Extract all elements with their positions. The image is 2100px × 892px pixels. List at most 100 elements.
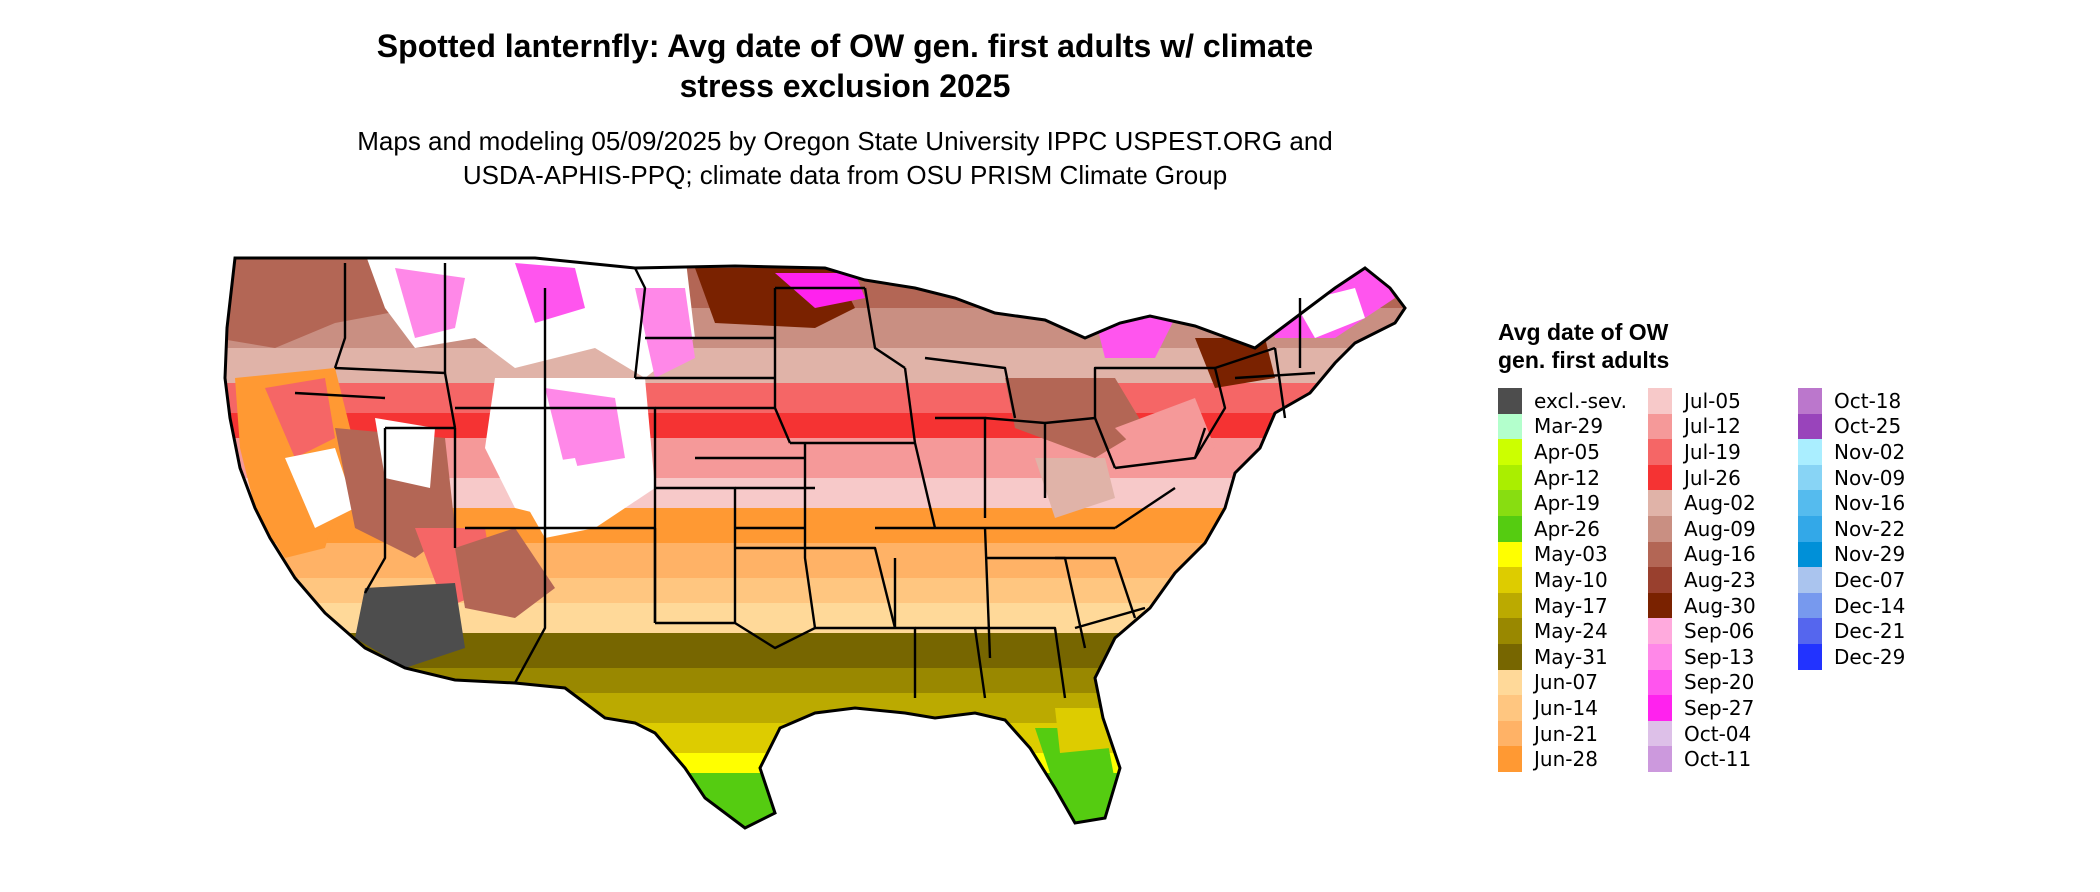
legend-item: Jul-12 [1648, 413, 1798, 440]
map-title-line2: stress exclusion 2025 [679, 68, 1011, 104]
legend-item: Nov-16 [1798, 490, 1948, 516]
legend-item: excl.-sev. [1498, 388, 1648, 414]
legend-item: May-17 [1498, 592, 1648, 619]
legend-swatch [1498, 695, 1522, 721]
legend-swatch [1498, 413, 1522, 440]
legend-item: Jul-05 [1648, 388, 1798, 414]
legend-label: Aug-23 [1684, 567, 1756, 592]
legend-item: Jun-14 [1498, 695, 1648, 721]
legend-label: Aug-30 [1684, 593, 1756, 618]
legend-label: Dec-07 [1834, 567, 1906, 592]
legend-item: Jun-28 [1498, 746, 1648, 772]
legend-label: May-31 [1534, 644, 1608, 669]
legend-label: Nov-22 [1834, 516, 1906, 541]
us-map [215, 228, 1465, 888]
legend-swatch [1498, 464, 1522, 491]
legend-swatch [1498, 567, 1522, 593]
legend-label: Mar-29 [1534, 414, 1604, 439]
legend-item: Jul-19 [1648, 439, 1798, 465]
legend-label: Nov-16 [1834, 491, 1906, 516]
legend-label: May-10 [1534, 567, 1608, 592]
legend-swatch [1498, 643, 1522, 670]
legend-item: Dec-21 [1798, 618, 1948, 644]
legend-title: Avg date of OW gen. first adults [1498, 319, 1670, 373]
legend-item: Apr-12 [1498, 464, 1648, 491]
legend-swatch [1648, 541, 1672, 568]
legend-swatch [1498, 541, 1522, 568]
map-title-line1: Spotted lanternfly: Avg date of OW gen. … [376, 28, 1314, 64]
legend-item: May-31 [1498, 643, 1648, 670]
legend-item: Aug-23 [1648, 567, 1798, 593]
legend-item: Dec-14 [1798, 592, 1948, 619]
legend-label: Nov-09 [1834, 465, 1906, 490]
map-subtitle-line1: Maps and modeling 05/09/2025 by Oregon S… [357, 126, 1333, 156]
legend-item: Oct-11 [1648, 746, 1798, 772]
legend-label: Jun-07 [1534, 670, 1598, 695]
legend-swatch [1648, 413, 1672, 440]
legend-label: Apr-05 [1534, 439, 1600, 464]
legend-label: May-03 [1534, 542, 1608, 567]
legend-swatch [1648, 515, 1672, 542]
legend-item: Jun-21 [1498, 720, 1648, 747]
legend-swatch [1648, 592, 1672, 619]
legend-item: Aug-30 [1648, 592, 1798, 619]
legend-swatch [1648, 490, 1672, 516]
legend-label: Aug-16 [1684, 542, 1756, 567]
legend-item: Aug-16 [1648, 541, 1798, 568]
legend-item: Sep-20 [1648, 669, 1798, 696]
legend-column: Oct-18 Oct-25 Nov-02 Nov-09 Nov-16 Nov-22 Nov-… [1798, 388, 1948, 772]
legend-swatch [1498, 388, 1522, 414]
legend-item: Jul-26 [1648, 464, 1798, 491]
legend-label: Jul-19 [1684, 439, 1741, 464]
legend-label: Jul-12 [1684, 414, 1741, 439]
legend-label: Jul-26 [1684, 465, 1741, 490]
legend-label: Oct-04 [1684, 721, 1752, 746]
legend-label: Sep-20 [1684, 670, 1755, 695]
legend-item: May-10 [1498, 567, 1648, 593]
legend-swatch [1648, 720, 1672, 747]
legend-label: Jul-05 [1684, 388, 1741, 413]
legend-swatch [1648, 695, 1672, 721]
legend-swatch [1498, 720, 1522, 747]
legend-swatch [1498, 618, 1522, 644]
legend-swatch [1498, 746, 1522, 772]
legend-label: Jun-21 [1534, 721, 1598, 746]
legend-item: Oct-04 [1648, 720, 1798, 747]
legend-label: Sep-13 [1684, 644, 1755, 669]
map-title: Spotted lanternfly: Avg date of OW gen. … [0, 26, 1690, 106]
legend-item: May-03 [1498, 541, 1648, 568]
legend-item: Jun-07 [1498, 669, 1648, 696]
legend-label: Apr-12 [1534, 465, 1600, 490]
legend-label: Jun-14 [1534, 695, 1598, 720]
legend-item: Nov-02 [1798, 439, 1948, 465]
legend-swatch [1498, 439, 1522, 465]
legend-label: Nov-29 [1834, 542, 1906, 567]
legend-swatch [1798, 515, 1822, 542]
legend-label: Apr-19 [1534, 491, 1600, 516]
legend-swatch [1798, 464, 1822, 491]
legend-swatch [1798, 388, 1822, 414]
legend-item: Nov-29 [1798, 541, 1948, 568]
legend-swatch [1798, 618, 1822, 644]
legend-item: Dec-07 [1798, 567, 1948, 593]
us-map-canvas [223, 256, 1407, 830]
legend-swatch [1648, 439, 1672, 465]
legend-item: Oct-25 [1798, 413, 1948, 440]
legend-label: May-24 [1534, 619, 1608, 644]
legend-item: Sep-27 [1648, 695, 1798, 721]
legend-label: Sep-27 [1684, 695, 1755, 720]
map-subtitle: Maps and modeling 05/09/2025 by Oregon S… [0, 124, 1690, 192]
legend-item: Sep-06 [1648, 618, 1798, 644]
legend-swatch [1648, 618, 1672, 644]
legend-item: Nov-09 [1798, 464, 1948, 491]
legend-columns: excl.-sev. Mar-29 Apr-05 Apr-12 Apr-19 Apr-26… [1498, 388, 1948, 772]
legend-item: Aug-09 [1648, 515, 1798, 542]
map-subtitle-line2: USDA-APHIS-PPQ; climate data from OSU PR… [462, 160, 1228, 190]
legend-label: Dec-14 [1834, 593, 1906, 618]
legend-label: Dec-29 [1834, 644, 1906, 669]
legend-label: Dec-21 [1834, 619, 1906, 644]
legend-column: Jul-05 Jul-12 Jul-19 Jul-26 Aug-02 Aug-09 Aug-… [1648, 388, 1798, 772]
legend-item: Aug-02 [1648, 490, 1798, 516]
legend-label: Aug-09 [1684, 516, 1756, 541]
legend-label: Sep-06 [1684, 619, 1755, 644]
